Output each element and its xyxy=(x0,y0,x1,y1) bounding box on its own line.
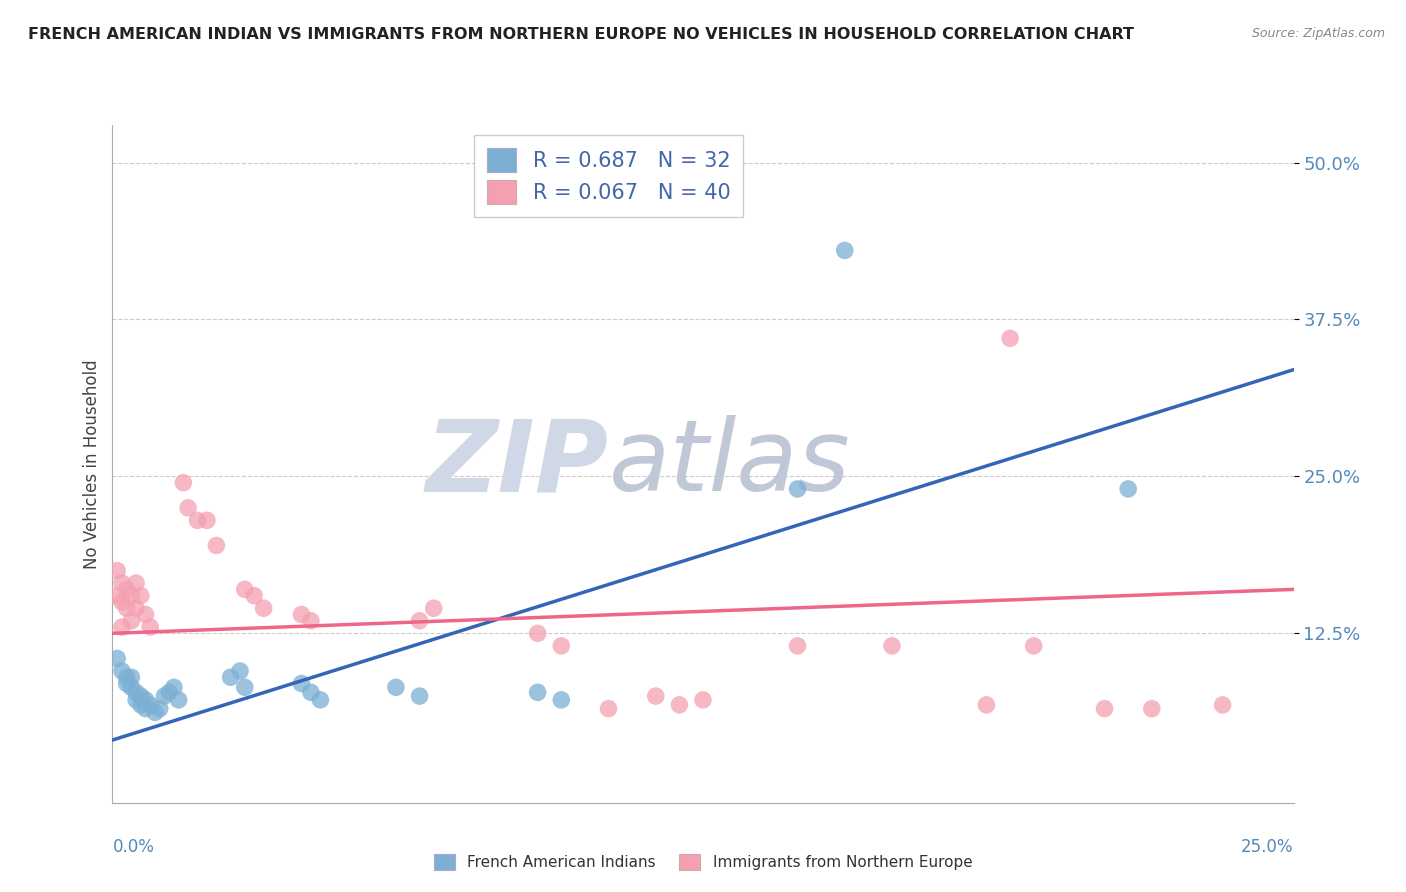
Point xyxy=(253,601,276,615)
Text: FRENCH AMERICAN INDIAN VS IMMIGRANTS FROM NORTHERN EUROPE NO VEHICLES IN HOUSEHO: FRENCH AMERICAN INDIAN VS IMMIGRANTS FRO… xyxy=(28,27,1135,42)
Point xyxy=(177,500,200,515)
Point xyxy=(385,681,408,695)
Point xyxy=(786,639,808,653)
Point xyxy=(644,689,666,703)
Point xyxy=(115,601,138,615)
Point xyxy=(692,693,714,707)
Point xyxy=(111,576,134,591)
Point xyxy=(786,482,808,496)
Point xyxy=(111,620,134,634)
Point xyxy=(290,607,312,622)
Point xyxy=(526,685,548,699)
Point xyxy=(167,693,190,707)
Point xyxy=(834,244,856,258)
Point xyxy=(408,689,430,703)
Point xyxy=(163,681,186,695)
Point xyxy=(149,701,172,715)
Point xyxy=(598,701,620,715)
Point xyxy=(125,685,148,699)
Point xyxy=(1094,701,1116,715)
Point xyxy=(219,670,242,684)
Point xyxy=(976,698,998,712)
Text: ZIP: ZIP xyxy=(426,416,609,512)
Point xyxy=(135,607,157,622)
Y-axis label: No Vehicles in Household: No Vehicles in Household xyxy=(83,359,101,569)
Point xyxy=(105,651,128,665)
Point xyxy=(111,595,134,609)
Text: atlas: atlas xyxy=(609,416,851,512)
Point xyxy=(998,331,1021,345)
Point xyxy=(668,698,690,712)
Point xyxy=(135,701,157,715)
Point xyxy=(157,685,180,699)
Point xyxy=(186,513,208,527)
Point xyxy=(143,706,166,720)
Point xyxy=(135,693,157,707)
Text: 25.0%: 25.0% xyxy=(1241,838,1294,856)
Point xyxy=(299,614,322,628)
Point xyxy=(105,564,128,578)
Point xyxy=(422,601,444,615)
Legend: French American Indians, Immigrants from Northern Europe: French American Indians, Immigrants from… xyxy=(427,848,979,877)
Point xyxy=(526,626,548,640)
Point xyxy=(115,670,138,684)
Point xyxy=(115,582,138,597)
Point xyxy=(1140,701,1163,715)
Point xyxy=(408,614,430,628)
Point xyxy=(120,670,142,684)
Point xyxy=(229,664,252,678)
Point xyxy=(243,589,266,603)
Point xyxy=(309,693,332,707)
Point xyxy=(233,681,256,695)
Point xyxy=(120,681,142,695)
Point xyxy=(1022,639,1045,653)
Point xyxy=(129,689,152,703)
Point xyxy=(880,639,903,653)
Point xyxy=(120,614,142,628)
Point xyxy=(120,589,142,603)
Point xyxy=(125,601,148,615)
Point xyxy=(205,538,228,552)
Point xyxy=(299,685,322,699)
Point xyxy=(115,676,138,690)
Point xyxy=(139,698,162,712)
Point xyxy=(550,639,572,653)
Point xyxy=(550,693,572,707)
Point xyxy=(105,589,128,603)
Point xyxy=(129,589,152,603)
Point xyxy=(139,620,162,634)
Point xyxy=(290,676,312,690)
Point xyxy=(153,689,176,703)
Point xyxy=(125,576,148,591)
Point xyxy=(125,693,148,707)
Text: 0.0%: 0.0% xyxy=(112,838,155,856)
Point xyxy=(233,582,256,597)
Point xyxy=(195,513,218,527)
Point xyxy=(129,698,152,712)
Point xyxy=(172,475,194,490)
Point xyxy=(111,664,134,678)
Text: Source: ZipAtlas.com: Source: ZipAtlas.com xyxy=(1251,27,1385,40)
Point xyxy=(1116,482,1139,496)
Point xyxy=(1212,698,1234,712)
